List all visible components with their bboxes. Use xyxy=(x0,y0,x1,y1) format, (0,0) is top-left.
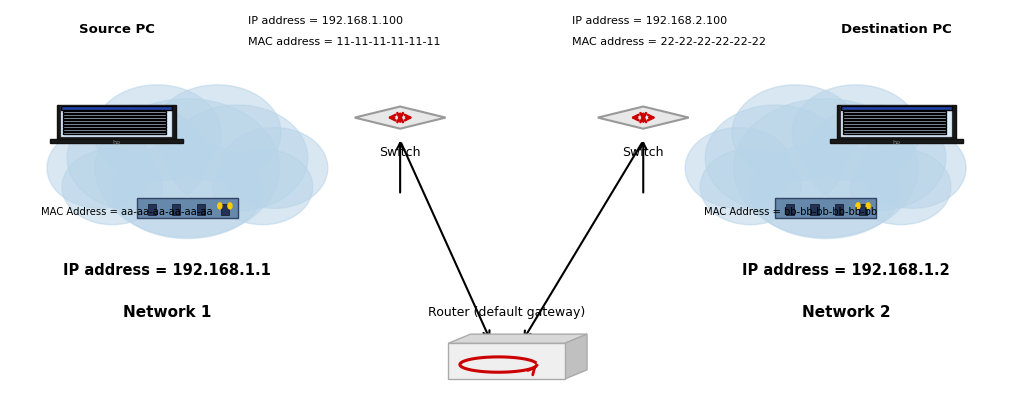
Polygon shape xyxy=(448,334,588,344)
Ellipse shape xyxy=(94,85,221,181)
Text: hp: hp xyxy=(112,139,121,144)
FancyBboxPatch shape xyxy=(810,204,819,215)
FancyBboxPatch shape xyxy=(63,117,166,119)
FancyBboxPatch shape xyxy=(57,105,176,139)
Text: Network 2: Network 2 xyxy=(801,305,890,320)
FancyBboxPatch shape xyxy=(172,204,180,215)
Ellipse shape xyxy=(733,99,918,237)
Ellipse shape xyxy=(95,99,280,237)
Ellipse shape xyxy=(228,203,232,209)
FancyBboxPatch shape xyxy=(835,204,843,215)
FancyBboxPatch shape xyxy=(63,131,166,134)
Text: Destination PC: Destination PC xyxy=(841,23,952,36)
Ellipse shape xyxy=(700,149,800,225)
FancyBboxPatch shape xyxy=(859,204,867,215)
FancyBboxPatch shape xyxy=(830,139,963,143)
Text: MAC address = 11-11-11-11-11-11: MAC address = 11-11-11-11-11-11 xyxy=(248,37,441,47)
FancyBboxPatch shape xyxy=(63,126,166,128)
Ellipse shape xyxy=(859,128,966,208)
Text: Source PC: Source PC xyxy=(79,23,154,36)
FancyBboxPatch shape xyxy=(843,110,946,113)
FancyBboxPatch shape xyxy=(61,106,172,137)
Ellipse shape xyxy=(62,149,162,225)
Ellipse shape xyxy=(805,105,946,211)
FancyBboxPatch shape xyxy=(843,129,946,131)
FancyBboxPatch shape xyxy=(50,139,183,143)
Text: Switch: Switch xyxy=(623,146,664,158)
FancyBboxPatch shape xyxy=(63,110,166,113)
FancyBboxPatch shape xyxy=(843,117,946,119)
Ellipse shape xyxy=(67,105,208,211)
Ellipse shape xyxy=(167,105,308,211)
Text: Network 1: Network 1 xyxy=(123,305,212,320)
FancyBboxPatch shape xyxy=(843,123,946,125)
FancyBboxPatch shape xyxy=(137,198,238,218)
Ellipse shape xyxy=(856,203,860,209)
Ellipse shape xyxy=(112,143,262,239)
Ellipse shape xyxy=(866,203,870,209)
FancyBboxPatch shape xyxy=(837,105,956,139)
FancyBboxPatch shape xyxy=(841,106,952,110)
FancyBboxPatch shape xyxy=(786,204,794,215)
FancyBboxPatch shape xyxy=(448,344,564,379)
Text: Router (default gateway): Router (default gateway) xyxy=(427,307,586,319)
Polygon shape xyxy=(598,107,689,129)
Text: IP address = 192.168.1.2: IP address = 192.168.1.2 xyxy=(742,263,950,278)
Polygon shape xyxy=(355,107,446,129)
Ellipse shape xyxy=(705,105,846,211)
Ellipse shape xyxy=(851,149,951,225)
FancyBboxPatch shape xyxy=(843,120,946,122)
Ellipse shape xyxy=(47,128,154,208)
FancyBboxPatch shape xyxy=(63,120,166,122)
Text: MAC Address = bb-bb-bb-bb-bb-bb: MAC Address = bb-bb-bb-bb-bb-bb xyxy=(704,207,876,217)
FancyBboxPatch shape xyxy=(221,204,229,215)
FancyBboxPatch shape xyxy=(148,204,156,215)
Text: IP address = 192.168.1.1: IP address = 192.168.1.1 xyxy=(63,263,271,278)
FancyBboxPatch shape xyxy=(197,204,205,215)
FancyBboxPatch shape xyxy=(843,126,946,128)
Ellipse shape xyxy=(154,85,281,181)
FancyBboxPatch shape xyxy=(843,114,946,116)
FancyBboxPatch shape xyxy=(841,106,952,137)
FancyBboxPatch shape xyxy=(61,106,172,110)
Ellipse shape xyxy=(218,203,222,209)
Ellipse shape xyxy=(751,143,901,239)
Text: MAC address = 22-22-22-22-22-22: MAC address = 22-22-22-22-22-22 xyxy=(572,37,767,47)
Text: Switch: Switch xyxy=(380,146,420,158)
Text: IP address = 192.168.1.100: IP address = 192.168.1.100 xyxy=(248,16,403,26)
Text: MAC Address = aa-aa-aa-aa-aa-aa: MAC Address = aa-aa-aa-aa-aa-aa xyxy=(41,207,213,217)
Text: hp: hp xyxy=(892,139,901,144)
FancyBboxPatch shape xyxy=(63,129,166,131)
FancyBboxPatch shape xyxy=(775,198,876,218)
Ellipse shape xyxy=(221,128,328,208)
FancyBboxPatch shape xyxy=(63,114,166,116)
Text: IP address = 192.168.2.100: IP address = 192.168.2.100 xyxy=(572,16,727,26)
Ellipse shape xyxy=(732,85,859,181)
FancyBboxPatch shape xyxy=(63,123,166,125)
Ellipse shape xyxy=(792,85,919,181)
Ellipse shape xyxy=(685,128,792,208)
Polygon shape xyxy=(564,334,588,379)
Ellipse shape xyxy=(213,149,313,225)
FancyBboxPatch shape xyxy=(843,131,946,134)
